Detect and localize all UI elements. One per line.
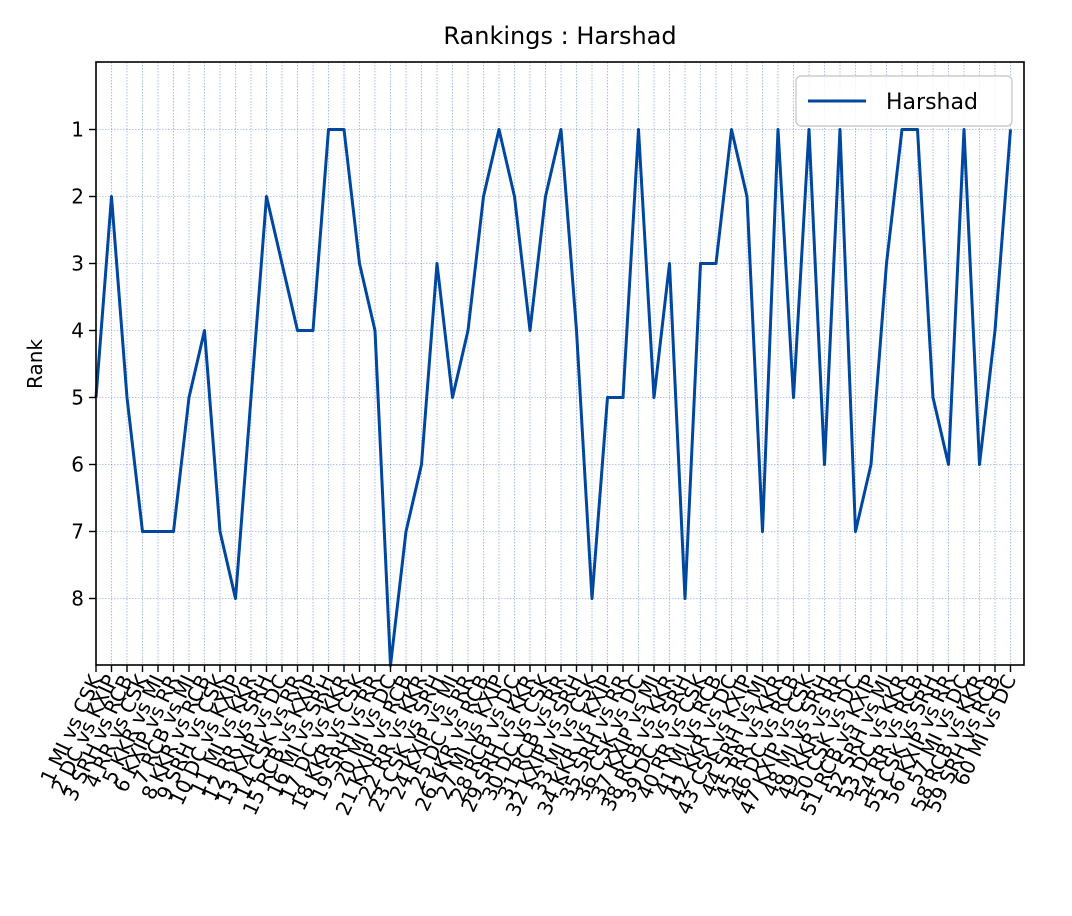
axes-frame <box>95 61 1025 666</box>
y-axis-label: Rank <box>23 339 47 389</box>
series-layer <box>94 128 1012 667</box>
legend-label: Harshad <box>886 90 978 115</box>
chart-title: Rankings : Harshad <box>443 22 676 50</box>
y-tick-label: 6 <box>71 453 84 477</box>
y-tick-label: 7 <box>71 520 84 544</box>
y-tick-label: 8 <box>71 587 84 611</box>
y-tick-label: 2 <box>71 185 84 209</box>
y-tick-label: 5 <box>71 386 84 410</box>
legend-box <box>795 75 1013 127</box>
y-axis-ticks: 1 2 3 4 5 6 7 8 <box>71 118 96 611</box>
y-tick-label: 4 <box>71 319 84 343</box>
y-tick-label: 3 <box>71 252 84 276</box>
grid <box>96 62 1024 665</box>
series-line-harshad <box>94 128 1012 667</box>
legend: Harshad <box>795 75 1013 127</box>
y-tick-label: 1 <box>71 118 84 142</box>
